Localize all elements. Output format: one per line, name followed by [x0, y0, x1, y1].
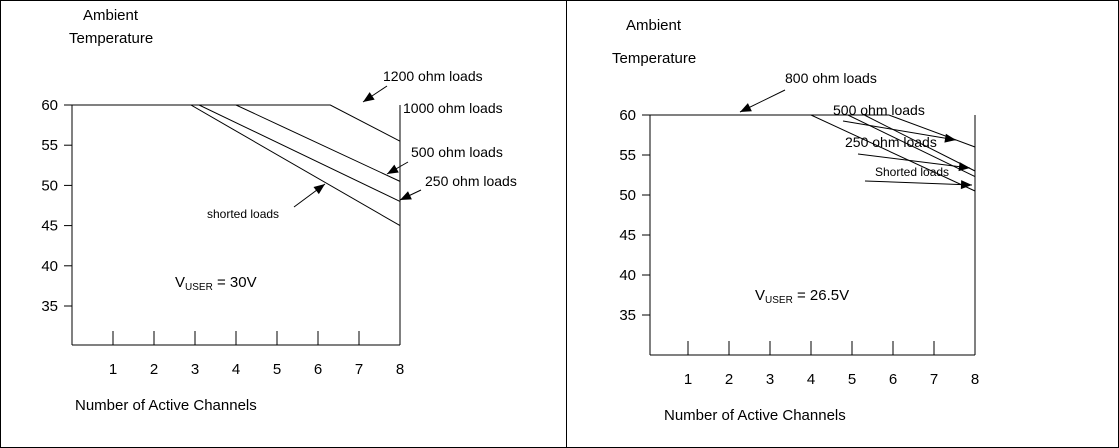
panel2-y-tick-label: 40 — [619, 267, 636, 284]
panel1-series-label-5: shorted loads — [207, 207, 279, 221]
panel1-x-tick-label: 4 — [232, 361, 240, 378]
panel1-series-4 — [72, 104, 401, 227]
panel2-x-tick-label: 8 — [971, 371, 979, 388]
panel1-arrow-1-head — [363, 92, 375, 102]
panel1-arrow-4-head — [400, 191, 412, 200]
panel2-y-axis-label-line2: Temperature — [612, 50, 696, 67]
panel2-arrow-3-head — [958, 162, 970, 172]
panel2-x-tick-label: 6 — [889, 371, 897, 388]
panel2-series-label-3: 250 ohm loads — [845, 134, 937, 150]
panel1-x-tick-label: 3 — [191, 361, 199, 378]
panel2-x-tick-label: 3 — [766, 371, 774, 388]
panel1-series-label-2: 1000 ohm loads — [403, 100, 503, 116]
panel1-series-3 — [72, 104, 401, 202]
panel1-x-tick-label: 7 — [355, 361, 363, 378]
panel1-arrow-3-head — [387, 164, 399, 174]
panel1-arrow-5-head — [313, 184, 325, 195]
panel2-y-tick-label: 45 — [619, 227, 636, 244]
panel1-x-tick-label: 2 — [150, 361, 158, 378]
panel2-y-tick-label: 50 — [619, 187, 636, 204]
panel2-x-tick-label: 4 — [807, 371, 815, 388]
panel1-y-axis-label-line2: Temperature — [69, 30, 153, 47]
panel2-arrow-2-line — [842, 120, 957, 141]
panel1-y-tick-label: 45 — [41, 218, 58, 235]
panel1-series-label-3: 500 ohm loads — [411, 144, 503, 160]
panel1-series-2 — [72, 104, 401, 182]
panel1-x-tick-label: 5 — [273, 361, 281, 378]
panel1-series-label-1: 1200 ohm loads — [383, 68, 483, 84]
panel2-x-tick-label: 5 — [848, 371, 856, 388]
panel2-arrow-1-head — [740, 103, 752, 112]
panel2-vuser-annotation: VUSER = 26.5V — [755, 287, 849, 306]
panel2-y-tick-label: 60 — [619, 107, 636, 124]
panel1-y-tick-label: 60 — [41, 97, 58, 114]
panel2-y-axis-label-line1: Ambient — [626, 17, 682, 34]
panel1-x-axis-label: Number of Active Channels — [75, 397, 257, 414]
panel2-series-label-1: 800 ohm loads — [785, 70, 877, 86]
panel2-x-tick-label: 2 — [725, 371, 733, 388]
panel1-x-tick-label: 8 — [396, 361, 404, 378]
panel2-x-tick-label: 1 — [684, 371, 692, 388]
panel2-series-label-4: Shorted loads — [875, 165, 949, 179]
panel1-x-tick-label: 1 — [109, 361, 117, 378]
panel2-y-tick-label: 35 — [619, 307, 636, 324]
panel2-x-axis-label: Number of Active Channels — [664, 407, 846, 424]
panel2-x-tick-label: 7 — [930, 371, 938, 388]
panel2-series-4 — [647, 114, 976, 192]
panel1-series-label-4: 250 ohm loads — [425, 173, 517, 189]
panel2-arrow-4-head — [960, 180, 972, 190]
panel1-vuser-annotation: VUSER = 30V — [175, 274, 257, 293]
panel1-y-axis-label-line1: Ambient — [83, 7, 139, 24]
panel2-arrow-4-line — [864, 180, 973, 186]
panel1-x-tick-label: 6 — [314, 361, 322, 378]
panel2-arrow-2-head — [944, 133, 956, 143]
panel1-y-tick-label: 55 — [41, 137, 58, 154]
panel1-y-tick-label: 40 — [41, 258, 58, 275]
panel2-series-label-2: 500 ohm loads — [833, 102, 925, 118]
panel1-y-tick-label: 50 — [41, 177, 58, 194]
panel2-y-tick-label: 55 — [619, 147, 636, 164]
panel1-y-tick-label: 35 — [41, 298, 58, 315]
panel2-arrow-3-line — [857, 153, 971, 169]
